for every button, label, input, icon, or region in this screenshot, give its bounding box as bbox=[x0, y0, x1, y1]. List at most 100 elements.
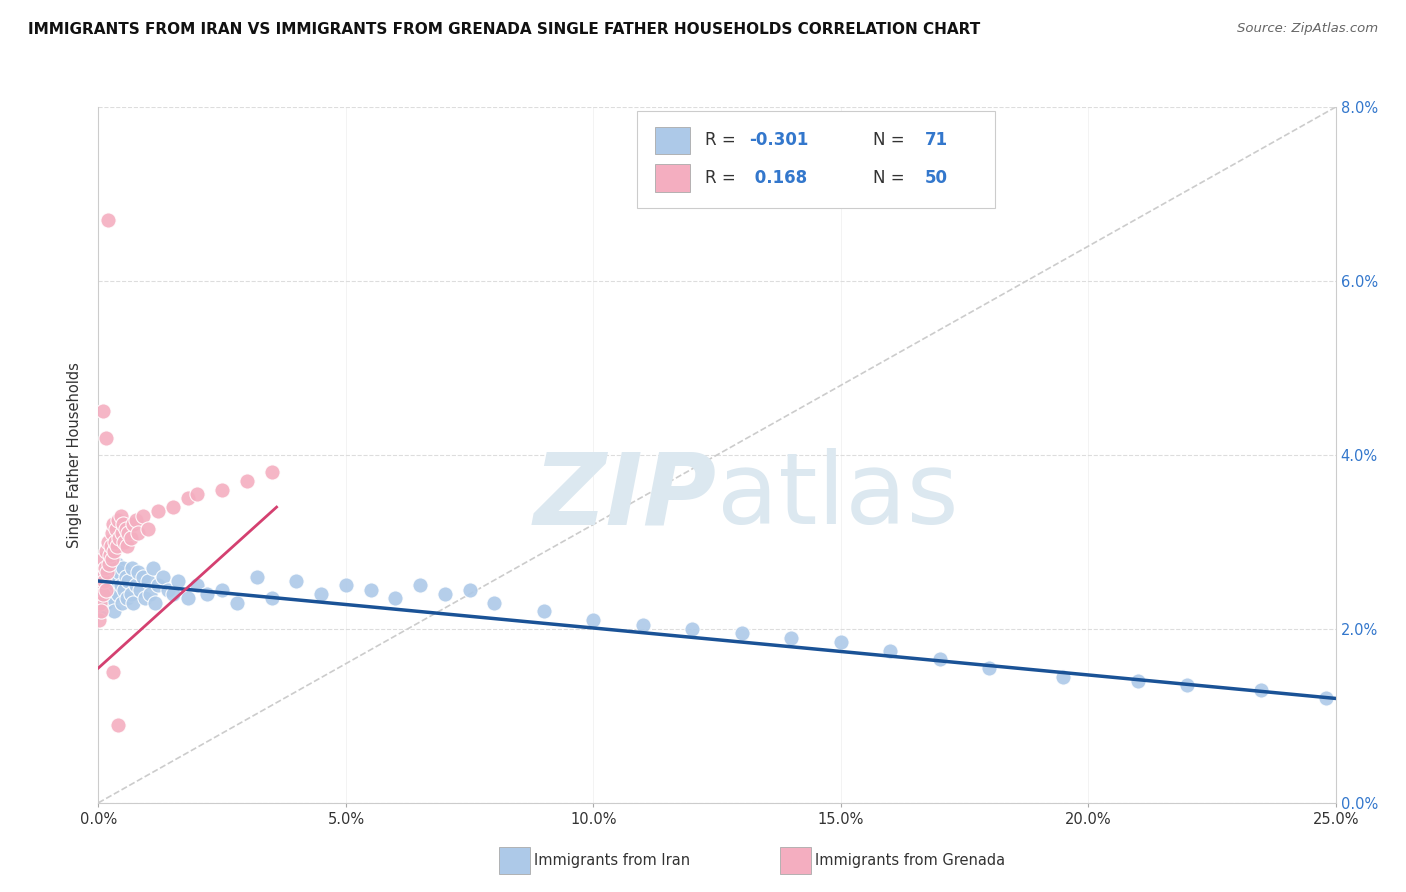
Point bbox=[285, 574, 308, 588]
Point bbox=[731, 626, 754, 640]
Point bbox=[105, 557, 128, 571]
Point bbox=[104, 535, 127, 549]
Point bbox=[132, 570, 155, 584]
Point bbox=[94, 431, 117, 445]
Point bbox=[142, 561, 165, 575]
Point bbox=[96, 543, 118, 558]
Point bbox=[112, 517, 135, 532]
Text: N =: N = bbox=[873, 131, 910, 150]
Point bbox=[94, 582, 117, 597]
Point bbox=[928, 652, 950, 666]
Point bbox=[309, 587, 332, 601]
Point bbox=[93, 552, 115, 566]
Point bbox=[98, 557, 121, 571]
Point bbox=[186, 487, 208, 501]
Text: ZIP: ZIP bbox=[534, 448, 717, 545]
Text: -0.301: -0.301 bbox=[749, 131, 808, 150]
Point bbox=[166, 574, 188, 588]
Point bbox=[90, 605, 112, 619]
Point bbox=[110, 508, 132, 523]
Text: atlas: atlas bbox=[717, 448, 959, 545]
Point bbox=[246, 570, 269, 584]
Point bbox=[582, 613, 605, 627]
Point bbox=[107, 587, 129, 601]
Point bbox=[152, 570, 174, 584]
FancyBboxPatch shape bbox=[780, 847, 811, 874]
Point bbox=[162, 500, 184, 514]
Point bbox=[195, 587, 218, 601]
Point bbox=[409, 578, 432, 592]
Point bbox=[115, 591, 138, 606]
Point bbox=[89, 613, 111, 627]
Point bbox=[186, 578, 208, 592]
Point bbox=[111, 526, 134, 541]
Point bbox=[1250, 682, 1272, 697]
Point bbox=[122, 596, 145, 610]
Point bbox=[93, 587, 115, 601]
Point bbox=[94, 596, 117, 610]
Point bbox=[101, 526, 124, 541]
Point bbox=[96, 566, 118, 580]
Point bbox=[93, 574, 115, 588]
Point bbox=[156, 582, 179, 597]
Point bbox=[103, 605, 125, 619]
Point bbox=[115, 539, 138, 553]
Point bbox=[100, 539, 122, 553]
Point bbox=[533, 605, 555, 619]
Point bbox=[98, 552, 121, 566]
Point bbox=[103, 543, 125, 558]
Text: 0.168: 0.168 bbox=[749, 169, 807, 187]
Point bbox=[101, 552, 124, 566]
Point bbox=[260, 591, 283, 606]
Point bbox=[979, 661, 1001, 675]
Point bbox=[101, 591, 124, 606]
Point bbox=[97, 535, 120, 549]
Point bbox=[90, 578, 112, 592]
Point bbox=[104, 522, 127, 536]
Point bbox=[830, 635, 852, 649]
Point bbox=[384, 591, 406, 606]
Point bbox=[97, 582, 120, 597]
Point bbox=[132, 508, 155, 523]
Point bbox=[127, 566, 149, 580]
Y-axis label: Single Father Households: Single Father Households bbox=[67, 362, 83, 548]
Point bbox=[335, 578, 357, 592]
Point bbox=[97, 213, 120, 227]
Point bbox=[136, 574, 159, 588]
Point bbox=[211, 483, 233, 497]
Point bbox=[127, 526, 149, 541]
Point bbox=[631, 617, 654, 632]
Text: Immigrants from Grenada: Immigrants from Grenada bbox=[815, 854, 1005, 868]
Point bbox=[122, 517, 145, 532]
Point bbox=[1175, 678, 1198, 692]
Point bbox=[94, 561, 117, 575]
Point bbox=[105, 539, 128, 553]
Text: 71: 71 bbox=[925, 131, 948, 150]
Text: R =: R = bbox=[704, 169, 741, 187]
Point bbox=[124, 513, 146, 527]
Point bbox=[260, 466, 283, 480]
Point bbox=[1052, 670, 1074, 684]
Point bbox=[114, 570, 136, 584]
Point bbox=[100, 578, 122, 592]
Point bbox=[108, 566, 131, 580]
Point bbox=[176, 491, 198, 506]
Point bbox=[124, 578, 146, 592]
Point bbox=[120, 531, 142, 545]
Point bbox=[91, 570, 114, 584]
Point bbox=[91, 587, 114, 601]
Point bbox=[120, 587, 142, 601]
Point bbox=[360, 582, 382, 597]
Text: IMMIGRANTS FROM IRAN VS IMMIGRANTS FROM GRENADA SINGLE FATHER HOUSEHOLDS CORRELA: IMMIGRANTS FROM IRAN VS IMMIGRANTS FROM … bbox=[28, 22, 980, 37]
Point bbox=[176, 591, 198, 606]
Point bbox=[103, 517, 125, 532]
Point bbox=[91, 570, 114, 584]
Text: 50: 50 bbox=[925, 169, 948, 187]
Point bbox=[103, 570, 125, 584]
Point bbox=[879, 643, 901, 657]
Point bbox=[433, 587, 456, 601]
Point bbox=[681, 622, 703, 636]
Point bbox=[226, 596, 249, 610]
Point bbox=[96, 561, 118, 575]
Text: N =: N = bbox=[873, 169, 910, 187]
